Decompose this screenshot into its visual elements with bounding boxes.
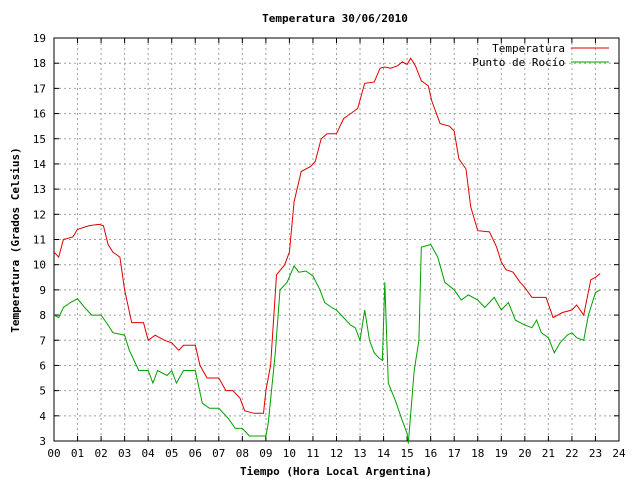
x-tick-label: 14 [377,447,391,460]
legend-label-punto-de-rocio: Punto de Rocío [472,56,565,69]
y-axis-label: Temperatura (Grados Celsius) [9,147,22,332]
y-tick-label: 11 [33,234,46,247]
x-axis-label: Tiempo (Hora Local Argentina) [240,465,432,478]
y-tick-label: 17 [33,82,46,95]
x-tick-label: 07 [212,447,225,460]
x-tick-label: 01 [71,447,84,460]
x-tick-label: 24 [612,447,626,460]
x-tick-label: 00 [47,447,60,460]
x-tick-label: 23 [589,447,602,460]
y-tick-label: 7 [39,334,46,347]
y-tick-label: 13 [33,183,46,196]
x-tick-label: 03 [118,447,131,460]
x-tick-label: 12 [330,447,343,460]
x-tick-label: 17 [448,447,461,460]
x-tick-label: 22 [565,447,578,460]
plot-frame [53,37,620,442]
y-tick-label: 18 [33,57,46,70]
x-tick-label: 19 [495,447,508,460]
x-tick-label: 04 [142,447,156,460]
y-tick-label: 10 [33,259,46,272]
series-line-temperatura [53,57,601,414]
y-tick-label: 9 [39,284,46,297]
y-tick-label: 5 [39,385,46,398]
y-tick-label: 4 [39,410,46,423]
x-tick-label: 11 [306,447,319,460]
x-tick-label: 13 [353,447,366,460]
y-tick-label: 16 [33,108,46,121]
x-tick-label: 08 [236,447,249,460]
x-axis-ticks: 00 01 02 03 04 05 06 07 08 09 10 11 12 13 14 15 16 17 18 19… [47,38,626,460]
y-tick-label: 19 [33,32,46,45]
y-tick-label: 8 [39,309,46,322]
chart-title: Temperatura 30/06/2010 [262,12,408,25]
x-tick-label: 05 [165,447,178,460]
legend: Temperatura Punto de Rocío [472,42,609,69]
x-tick-label: 06 [189,447,202,460]
grid-lines [54,38,619,441]
x-tick-label: 02 [94,447,107,460]
x-tick-label: 15 [401,447,414,460]
legend-label-temperatura: Temperatura [492,42,565,55]
x-tick-label: 20 [518,447,531,460]
y-tick-label: 14 [33,158,47,171]
x-tick-label: 21 [542,447,555,460]
x-tick-label: 18 [471,447,484,460]
series-line-punto-de-rocio [53,243,601,444]
x-tick-label: 16 [424,447,437,460]
series-lines [53,57,601,444]
y-tick-label: 15 [33,133,46,146]
x-tick-label: 09 [259,447,272,460]
y-tick-label: 6 [39,359,46,372]
y-axis-ticks: 3 4 5 6 7 8 9 10 11 12 13 14 15 16 17 18 19 [33,32,619,448]
y-tick-label: 3 [39,435,46,448]
x-tick-label: 10 [283,447,296,460]
y-tick-label: 12 [33,208,46,221]
